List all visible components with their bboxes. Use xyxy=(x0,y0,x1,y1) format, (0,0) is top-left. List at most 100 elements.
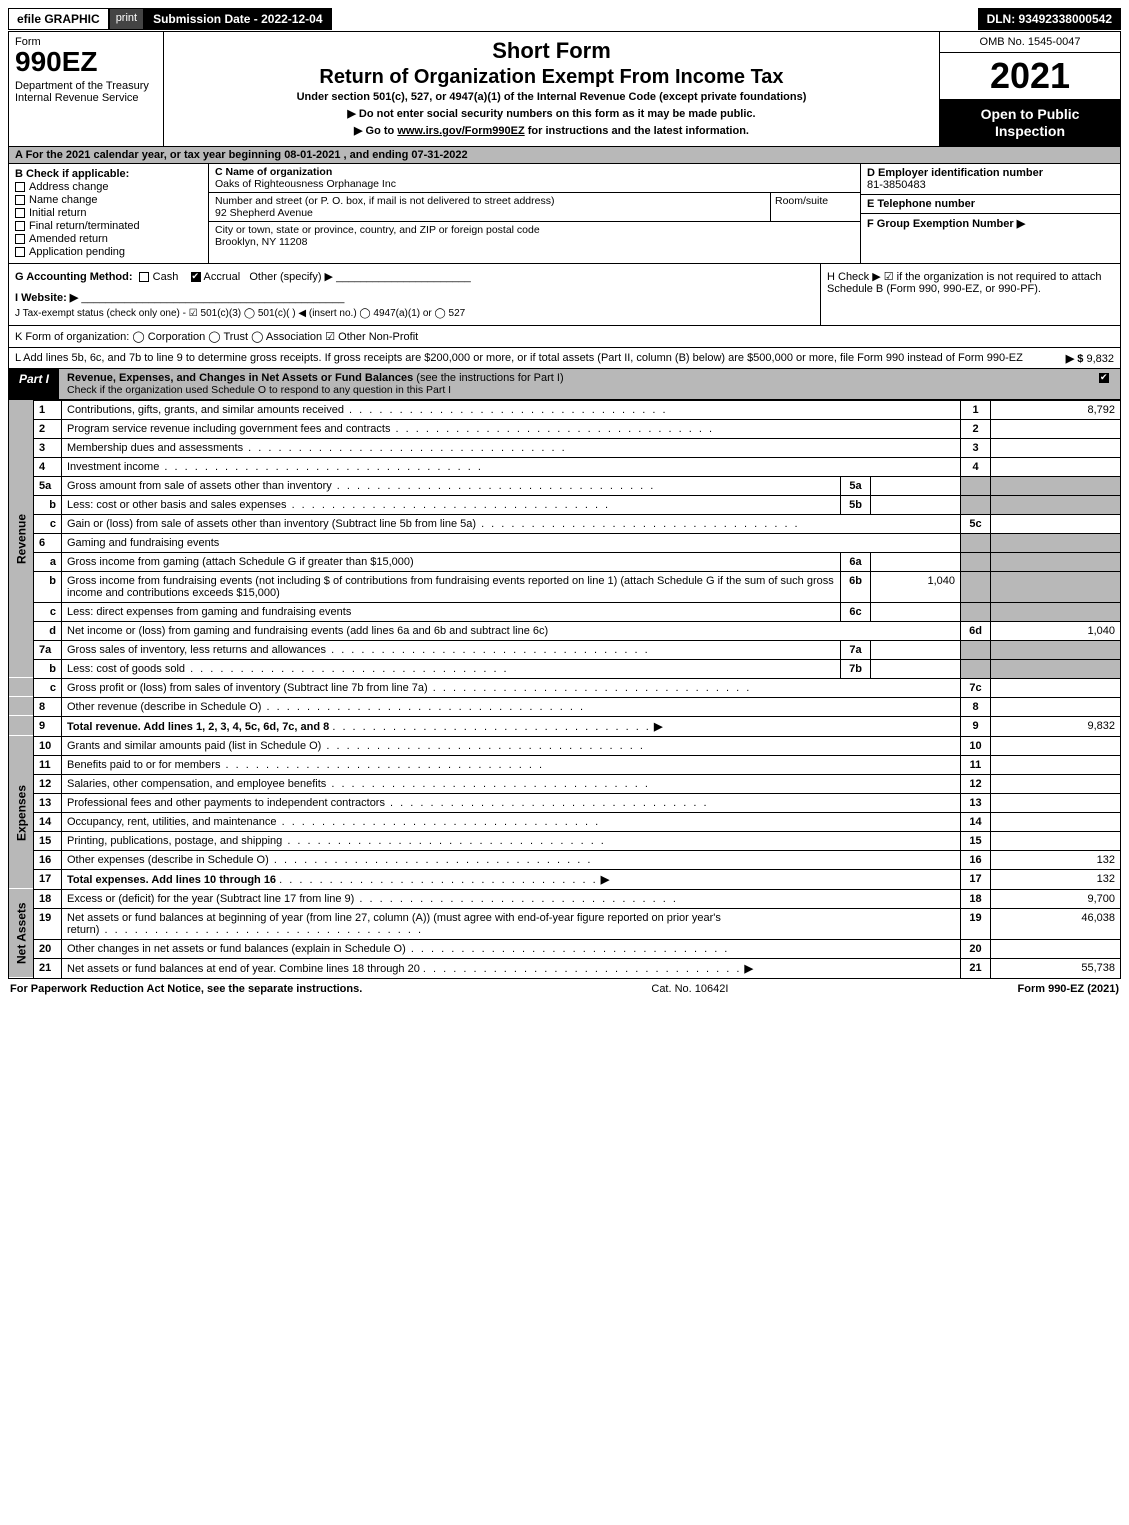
row-desc: Printing, publications, postage, and shi… xyxy=(67,835,606,847)
i-label: I Website: ▶ xyxy=(15,292,78,304)
line-amount xyxy=(991,755,1121,774)
header-left: Form 990EZ Department of the Treasury In… xyxy=(9,32,164,146)
line-ref: 13 xyxy=(961,793,991,812)
row-desc: Other expenses (describe in Schedule O) xyxy=(67,854,592,866)
line-ref: 15 xyxy=(961,831,991,850)
row-desc: Net assets or fund balances at beginning… xyxy=(67,912,721,936)
top-bar: efile GRAPHIC print Submission Date - 20… xyxy=(8,8,1121,30)
row-desc: Occupancy, rent, utilities, and maintena… xyxy=(67,816,600,828)
line-ref: 17 xyxy=(961,869,991,889)
part-i-tab: Part I xyxy=(9,369,59,399)
row-desc: Gross sales of inventory, less returns a… xyxy=(67,644,650,656)
row-num: 3 xyxy=(34,438,62,457)
arrow-icon: ▶ xyxy=(654,721,662,733)
row-num: 9 xyxy=(34,716,62,736)
line-ref: 14 xyxy=(961,812,991,831)
row-num: 12 xyxy=(34,774,62,793)
line-amount: 9,832 xyxy=(991,716,1121,736)
g-other[interactable]: Other (specify) ▶ xyxy=(249,271,333,283)
line-ref: 5c xyxy=(961,514,991,533)
row-desc: Less: direct expenses from gaming and fu… xyxy=(62,602,841,621)
chk-label: Address change xyxy=(29,181,109,193)
line-ref: 4 xyxy=(961,457,991,476)
line-ref: 6d xyxy=(961,621,991,640)
row-desc: Less: cost or other basis and sales expe… xyxy=(67,499,610,511)
row-num: 21 xyxy=(34,958,62,978)
form-header: Form 990EZ Department of the Treasury In… xyxy=(8,31,1121,147)
line-a: A For the 2021 calendar year, or tax yea… xyxy=(8,147,1121,164)
row-num: 15 xyxy=(34,831,62,850)
org-info-grid: B Check if applicable: Address change Na… xyxy=(8,164,1121,264)
row-num: 8 xyxy=(34,697,62,716)
line-ref: 7c xyxy=(961,678,991,697)
line-h: H Check ▶ ☑ if the organization is not r… xyxy=(820,264,1120,325)
row-num: c xyxy=(34,602,62,621)
row-desc: Grants and similar amounts paid (list in… xyxy=(67,740,645,752)
line-amount xyxy=(991,939,1121,958)
line-amount: 8,792 xyxy=(991,400,1121,419)
row-gh: G Accounting Method: Cash Accrual Other … xyxy=(8,264,1121,326)
irs-link[interactable]: www.irs.gov/Form990EZ xyxy=(397,125,524,137)
inline-label: 6b xyxy=(841,571,871,602)
part-i-schedule-o-check[interactable] xyxy=(1088,369,1120,399)
g-cash[interactable]: Cash xyxy=(153,271,179,283)
line-ref-shade xyxy=(961,495,991,514)
chk-name-change[interactable]: Name change xyxy=(15,194,202,206)
line-amount-shade xyxy=(991,571,1121,602)
revenue-sidebar: Revenue xyxy=(9,400,34,678)
spacer xyxy=(9,697,34,716)
row-num: 6 xyxy=(34,533,62,552)
form-number: 990EZ xyxy=(15,48,157,76)
row-desc: Salaries, other compensation, and employ… xyxy=(67,778,650,790)
chk-application-pending[interactable]: Application pending xyxy=(15,246,202,258)
row-num: 7a xyxy=(34,640,62,659)
org-street: 92 Shepherd Avenue xyxy=(215,207,313,219)
line-ref: 1 xyxy=(961,400,991,419)
line-ref: 19 xyxy=(961,908,991,939)
row-num: b xyxy=(34,495,62,514)
row-num: c xyxy=(34,514,62,533)
line-amount-shade xyxy=(991,552,1121,571)
ssn-note: ▶ Do not enter social security numbers o… xyxy=(172,107,931,120)
footer-right: Form 990-EZ (2021) xyxy=(1018,983,1119,995)
page-footer: For Paperwork Reduction Act Notice, see … xyxy=(8,979,1121,999)
line-amount xyxy=(991,736,1121,755)
chk-address-change[interactable]: Address change xyxy=(15,181,202,193)
org-city: Brooklyn, NY 11208 xyxy=(215,236,307,248)
row-desc: Gross profit or (loss) from sales of inv… xyxy=(67,682,751,694)
chk-final-return[interactable]: Final return/terminated xyxy=(15,220,202,232)
row-num: b xyxy=(34,571,62,602)
part-i-header: Part I Revenue, Expenses, and Changes in… xyxy=(8,369,1121,400)
c-room-label: Room/suite xyxy=(775,195,828,207)
c-street-label: Number and street (or P. O. box, if mail… xyxy=(215,195,554,207)
chk-initial-return[interactable]: Initial return xyxy=(15,207,202,219)
line-j-inline: J Tax-exempt status (check only one) - ☑… xyxy=(15,308,814,319)
line-amount-shade xyxy=(991,476,1121,495)
line-ref: 18 xyxy=(961,889,991,908)
row-desc: Membership dues and assessments xyxy=(67,442,567,454)
box-b-label: B Check if applicable: xyxy=(15,168,202,180)
print-button[interactable]: print xyxy=(109,8,144,30)
chk-amended-return[interactable]: Amended return xyxy=(15,233,202,245)
line-amount xyxy=(991,774,1121,793)
goto-post: for instructions and the latest informat… xyxy=(525,125,749,137)
inline-value xyxy=(871,495,961,514)
row-desc: Gross income from fundraising events (no… xyxy=(62,571,841,602)
g-accrual[interactable]: Accrual xyxy=(204,271,241,283)
ein-value: 81-3850483 xyxy=(867,179,926,191)
row-desc: Net income or (loss) from gaming and fun… xyxy=(62,621,961,640)
row-num: d xyxy=(34,621,62,640)
row-num: a xyxy=(34,552,62,571)
row-num: 16 xyxy=(34,850,62,869)
line-amount xyxy=(991,438,1121,457)
part-i-title: Revenue, Expenses, and Changes in Net As… xyxy=(67,372,413,384)
line-amount: 132 xyxy=(991,850,1121,869)
row-desc: Program service revenue including govern… xyxy=(67,423,714,435)
box-c: C Name of organization Oaks of Righteous… xyxy=(209,164,860,263)
expenses-sidebar: Expenses xyxy=(9,736,34,889)
spacer xyxy=(9,716,34,736)
line-amount: 132 xyxy=(991,869,1121,889)
chk-label: Application pending xyxy=(29,246,125,258)
row-num: 19 xyxy=(34,908,62,939)
line-ref: 16 xyxy=(961,850,991,869)
